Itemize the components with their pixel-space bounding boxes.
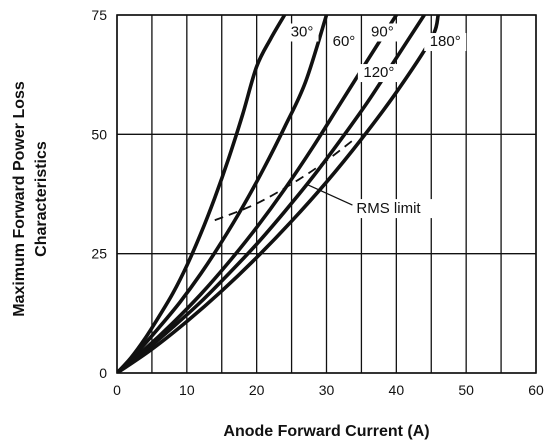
x-tick-label: 0 [113, 382, 121, 398]
series-line-120deg [117, 15, 427, 373]
y-tick-label: 75 [91, 7, 107, 23]
series-label-bg [424, 33, 467, 52]
x-tick-label: 10 [179, 382, 195, 398]
y-tick-label: 25 [91, 246, 107, 262]
tick-labels: 0 10 20 30 40 50 60 0 25 50 75 [91, 7, 544, 398]
y-axis-label-line-2: Characteristics [33, 141, 50, 257]
series-label-60deg: 60° [333, 33, 356, 50]
series-label-bg [365, 23, 399, 42]
series-label-30deg: 30° [291, 23, 314, 40]
rms-leader-line [306, 183, 353, 206]
series-label-180deg: 180° [430, 33, 461, 50]
series-label-bg [285, 23, 319, 42]
x-tick-label: 40 [389, 382, 405, 398]
x-tick-label: 50 [458, 382, 474, 398]
y-tick-label: 50 [91, 126, 107, 142]
y-tick-label: 0 [99, 365, 107, 381]
rms-limit-label: RMS limit [356, 200, 421, 217]
x-tick-label: 30 [319, 382, 335, 398]
rms-limit-line [214, 138, 355, 222]
y-axis-label-line-1: Maximum Forward Power Loss [11, 81, 28, 317]
series-label-90deg: 90° [371, 23, 394, 40]
x-tick-label: 20 [249, 382, 265, 398]
rms-label-bg [354, 199, 435, 219]
series-label-bg [327, 33, 361, 52]
series-line-180deg [117, 15, 441, 373]
curves [117, 15, 441, 373]
series-label-bg [357, 64, 400, 83]
series-label-120deg: 120° [363, 64, 394, 81]
series-line-60deg [117, 15, 329, 373]
series-line-30deg [117, 15, 287, 373]
series-line-90deg [117, 15, 399, 373]
x-tick-label: 60 [528, 382, 544, 398]
curve-labels: 30° 60° 90° 120° 180° RMS limit [285, 23, 467, 219]
x-axis-label: Anode Forward Current (A) [223, 423, 429, 440]
